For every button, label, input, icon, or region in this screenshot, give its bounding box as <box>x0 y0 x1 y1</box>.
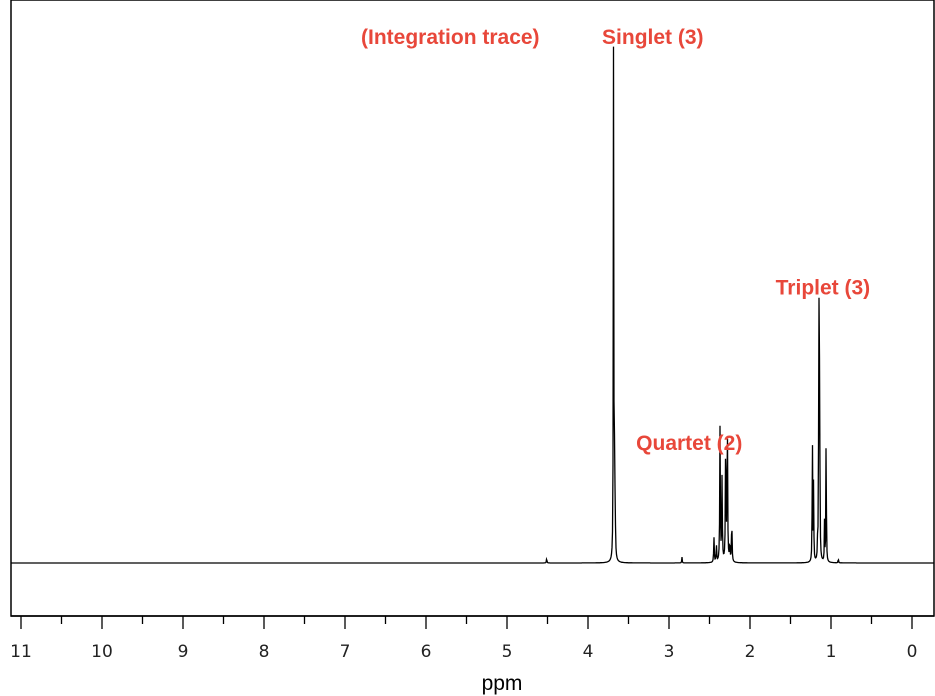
tick-label: 1 <box>826 642 837 662</box>
tick-label: 3 <box>664 642 675 662</box>
peak-annotation: Quartet (2) <box>636 432 742 455</box>
peak-annotation: (Integration trace) <box>361 26 540 49</box>
tick-label: 8 <box>259 642 270 662</box>
tick-label: 7 <box>340 642 351 662</box>
plot-frame <box>10 0 935 617</box>
peak-annotations: (Integration trace) Singlet (3) Triplet (3… <box>361 26 870 455</box>
x-axis-ticks: 11 10 9 8 7 6 5 4 3 2 1 0 <box>10 616 917 662</box>
tick-label: 10 <box>91 642 113 662</box>
tick-label: 4 <box>583 642 594 662</box>
tick-label: 0 <box>907 642 918 662</box>
tick-label: 6 <box>421 642 432 662</box>
peak-annotation: Triplet (3) <box>776 276 871 299</box>
peak-annotation: Singlet (3) <box>602 26 704 49</box>
spectrum-trace <box>11 46 934 564</box>
tick-label: 9 <box>178 642 189 662</box>
tick-label: 5 <box>502 642 513 662</box>
tick-label: 11 <box>10 642 32 662</box>
x-axis-title: ppm <box>482 672 523 695</box>
tick-label: 2 <box>745 642 756 662</box>
